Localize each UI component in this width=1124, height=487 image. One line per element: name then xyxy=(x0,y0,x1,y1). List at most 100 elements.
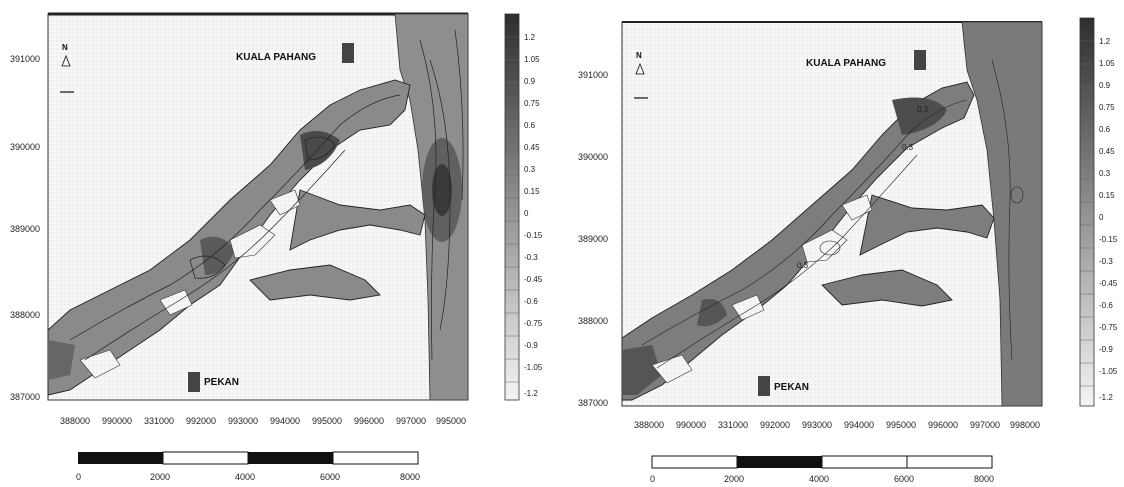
y-tick-label: 390000 xyxy=(578,152,608,162)
x-axis: 388000 990000 331000 992000 993000 99400… xyxy=(634,420,1040,430)
legend-label: 1.2 xyxy=(524,33,536,42)
legend-label: -0.45 xyxy=(1099,279,1118,288)
legend-label: 0.45 xyxy=(524,143,540,152)
x-tick-label: 993000 xyxy=(228,416,258,426)
legend-colorbar xyxy=(1079,17,1095,407)
x-tick-label: 993000 xyxy=(802,420,832,430)
x-tick-label: 331000 xyxy=(718,420,748,430)
x-tick-label: 992000 xyxy=(186,416,216,426)
legend-label: -1.2 xyxy=(524,389,538,398)
y-tick-label: 388000 xyxy=(578,316,608,326)
x-tick-label: 992000 xyxy=(760,420,790,430)
x-tick-label: 995000 xyxy=(436,416,466,426)
legend-colorbar xyxy=(504,13,520,401)
x-tick-label: 388000 xyxy=(634,420,664,430)
legend-label: 0.15 xyxy=(1099,191,1115,200)
x-tick-label: 997000 xyxy=(396,416,426,426)
legend-label: 0.75 xyxy=(1099,103,1115,112)
y-tick-label: 387000 xyxy=(10,392,40,402)
legend-label: -0.9 xyxy=(1099,345,1113,354)
legend-label: 0.9 xyxy=(524,77,536,86)
scale-label: 2000 xyxy=(150,472,170,482)
scale-label: 2000 xyxy=(724,474,744,484)
map-svg-right: 0.3 0.3 0.3 KUALA PAHANG PEKAN N 391000 … xyxy=(578,17,1118,484)
scale-bar: 0 2000 4000 6000 8000 xyxy=(650,455,994,484)
map-svg-left: KUALA PAHANG PEKAN N 391000 390000 38900… xyxy=(10,12,543,482)
scale-label: 8000 xyxy=(974,474,994,484)
scale-label: 0 xyxy=(650,474,655,484)
legend-label: 0.3 xyxy=(1099,169,1111,178)
legend-label: -0.15 xyxy=(1099,235,1118,244)
x-tick-label: 996000 xyxy=(354,416,384,426)
svg-text:N: N xyxy=(62,43,68,52)
pekan-marker xyxy=(188,372,200,392)
x-tick-label: 995000 xyxy=(312,416,342,426)
legend-label: -1.2 xyxy=(1099,393,1113,402)
legend-label: 0.9 xyxy=(1099,81,1111,90)
x-tick-label: 990000 xyxy=(676,420,706,430)
legend-label: 0.6 xyxy=(524,121,536,130)
x-tick-label: 997000 xyxy=(970,420,1000,430)
svg-text:N: N xyxy=(636,51,642,60)
x-tick-label: 990000 xyxy=(102,416,132,426)
legend: 1.2 1.05 0.9 0.75 0.6 0.45 0.3 0.15 0 -0… xyxy=(504,13,543,401)
y-axis: 391000 390000 389000 388000 387000 xyxy=(578,70,608,408)
x-tick-label: 331000 xyxy=(144,416,174,426)
legend-label: 0.75 xyxy=(524,99,540,108)
north-arrow-icon: N xyxy=(634,51,648,99)
place-label-pekan: PEKAN xyxy=(204,377,239,388)
place-label-kuala-pahang: KUALA PAHANG xyxy=(236,52,316,63)
legend-label: -0.3 xyxy=(524,253,538,262)
legend-label: -0.6 xyxy=(524,297,538,306)
legend-label: -0.6 xyxy=(1099,301,1113,310)
kuala-pahang-marker xyxy=(914,50,926,70)
place-label-pekan: PEKAN xyxy=(774,382,809,393)
scale-label: 6000 xyxy=(894,474,914,484)
legend-label: -0.75 xyxy=(524,319,543,328)
y-tick-label: 389000 xyxy=(10,224,40,234)
scale-label: 4000 xyxy=(809,474,829,484)
legend: 1.2 1.05 0.9 0.75 0.6 0.45 0.3 0.15 0 -0… xyxy=(1079,17,1118,407)
scale-label: 6000 xyxy=(320,472,340,482)
y-tick-label: 391000 xyxy=(10,54,40,64)
legend-label: -0.45 xyxy=(524,275,543,284)
scale-label: 0 xyxy=(76,472,81,482)
x-tick-label: 998000 xyxy=(1010,420,1040,430)
kuala-pahang-marker xyxy=(342,43,354,63)
north-arrow-icon: N xyxy=(60,43,74,93)
legend-label: -1.05 xyxy=(524,363,543,372)
x-tick-label: 994000 xyxy=(270,416,300,426)
pekan-marker xyxy=(758,376,770,396)
x-tick-label: 996000 xyxy=(928,420,958,430)
legend-label: 0.3 xyxy=(524,165,536,174)
legend-label: -1.05 xyxy=(1099,367,1118,376)
contour-label: 0.3 xyxy=(902,143,914,152)
map-panel-left: KUALA PAHANG PEKAN N 391000 390000 38900… xyxy=(10,12,543,482)
contour-label: 0.3 xyxy=(917,105,929,114)
legend-label: -0.9 xyxy=(524,341,538,350)
y-tick-label: 391000 xyxy=(578,70,608,80)
legend-label: -0.15 xyxy=(524,231,543,240)
x-tick-label: 388000 xyxy=(60,416,90,426)
x-tick-label: 994000 xyxy=(844,420,874,430)
legend-label: 1.05 xyxy=(1099,59,1115,68)
legend-label: 1.2 xyxy=(1099,37,1111,46)
legend-label: 0 xyxy=(1099,213,1104,222)
y-tick-label: 388000 xyxy=(10,310,40,320)
legend-label: 0.15 xyxy=(524,187,540,196)
legend-label: -0.3 xyxy=(1099,257,1113,266)
legend-label: 0.45 xyxy=(1099,147,1115,156)
y-tick-label: 390000 xyxy=(10,142,40,152)
place-label-kuala-pahang: KUALA PAHANG xyxy=(806,58,886,69)
x-tick-label: 995000 xyxy=(886,420,916,430)
sea-area xyxy=(961,21,1043,407)
x-axis: 388000 990000 331000 992000 993000 99400… xyxy=(60,416,466,426)
scale-label: 8000 xyxy=(400,472,420,482)
map-panel-right: 0.3 0.3 0.3 KUALA PAHANG PEKAN N 391000 … xyxy=(562,0,1124,487)
legend-label: 1.05 xyxy=(524,55,540,64)
scale-bar: 0 2000 4000 6000 8000 xyxy=(76,451,420,482)
legend-label: 0.6 xyxy=(1099,125,1111,134)
y-axis: 391000 390000 389000 388000 387000 xyxy=(10,54,40,402)
contour-label: 0.3 xyxy=(797,261,809,270)
legend-label: -0.75 xyxy=(1099,323,1118,332)
